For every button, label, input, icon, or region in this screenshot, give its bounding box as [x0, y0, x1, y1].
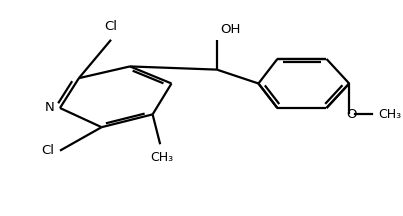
Text: Cl: Cl — [104, 20, 118, 33]
Text: Cl: Cl — [42, 144, 54, 157]
Text: O: O — [346, 108, 356, 121]
Text: OH: OH — [221, 22, 241, 35]
Text: N: N — [45, 102, 54, 114]
Text: CH₃: CH₃ — [378, 108, 401, 121]
Text: CH₃: CH₃ — [150, 151, 174, 164]
